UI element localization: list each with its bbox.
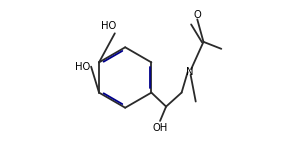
Text: HO: HO — [101, 21, 116, 31]
Text: O: O — [194, 10, 201, 20]
Text: OH: OH — [152, 123, 168, 133]
Text: N: N — [186, 67, 193, 77]
Text: HO: HO — [75, 62, 90, 72]
